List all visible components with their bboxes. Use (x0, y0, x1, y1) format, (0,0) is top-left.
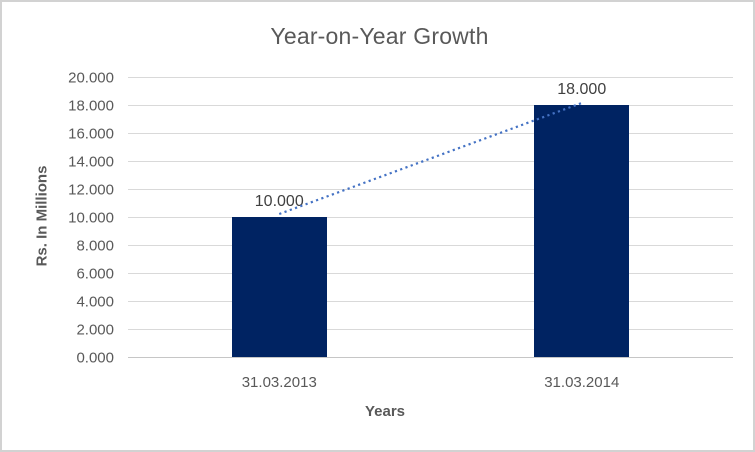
gridline (128, 329, 733, 330)
y-tick-label: 2.000 (76, 321, 114, 339)
x-axis-line (128, 357, 733, 358)
gridline (128, 77, 733, 78)
y-tick-label: 0.000 (76, 349, 114, 367)
y-tick-label: 16.000 (68, 125, 114, 143)
y-tick-label: 4.000 (76, 293, 114, 311)
data-label: 10.000 (254, 193, 304, 210)
gridline (128, 301, 733, 302)
y-tick-label: 18.000 (68, 97, 114, 115)
category-label: 31.03.2013 (241, 374, 317, 391)
y-tick-label: 20.000 (68, 69, 114, 87)
bar-31.03.2014[interactable] (534, 105, 630, 357)
gridline (128, 105, 733, 106)
y-tick-label: 10.000 (68, 209, 114, 227)
gridline (128, 189, 733, 190)
gridline (128, 217, 733, 218)
y-tick-label: 12.000 (68, 181, 114, 199)
data-label: 18.000 (557, 81, 607, 98)
gridline (128, 273, 733, 274)
x-axis-title: Years (364, 403, 406, 420)
y-tick-label: 8.000 (76, 237, 114, 255)
gridline (128, 161, 733, 162)
gridline (128, 133, 733, 134)
y-tick-label: 14.000 (68, 153, 114, 171)
chart-title: Year-on-Year Growth (270, 23, 489, 49)
gridline (128, 245, 733, 246)
bar-31.03.2013[interactable] (231, 217, 327, 357)
y-tick-label: 6.000 (76, 265, 114, 283)
category-label: 31.03.2014 (544, 374, 620, 391)
